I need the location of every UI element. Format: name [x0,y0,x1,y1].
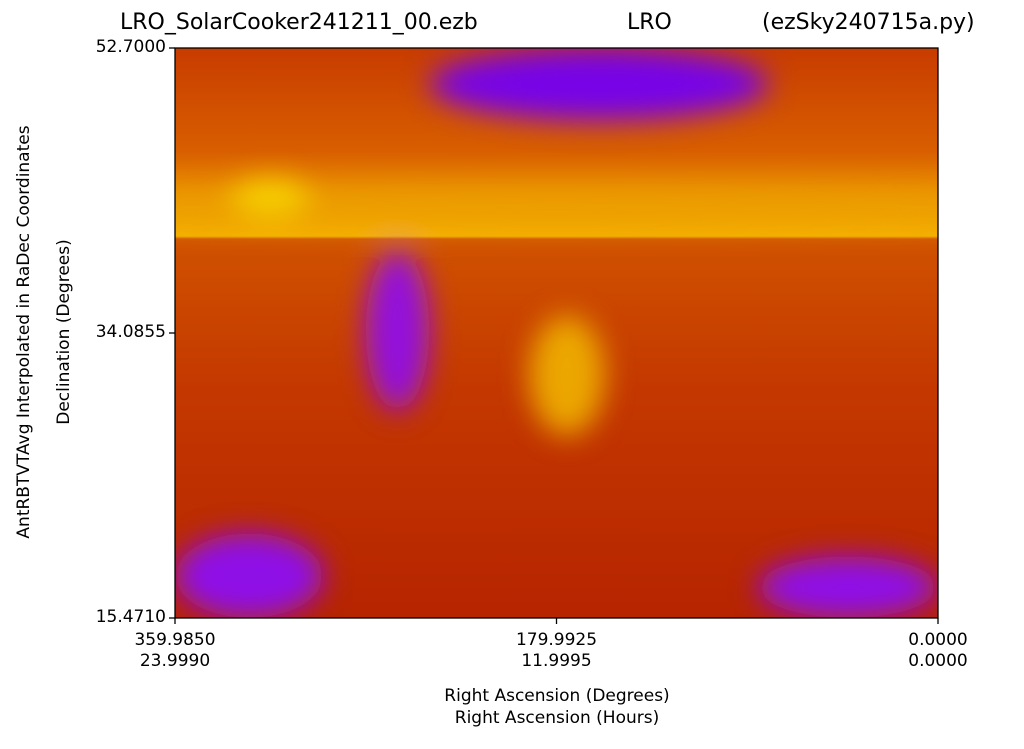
x-tick-label-2: 0.0000 0.0000 [908,630,967,671]
x-tick-label-0: 359.9850 23.9990 [134,630,215,671]
cold-region-4 [175,533,324,618]
x-axis-label-hours: Right Ascension (Hours) [454,708,660,728]
y-ticks [169,47,175,619]
cold-streak-6 [365,250,430,411]
x-tick-degrees-2: 0.0000 [908,630,968,650]
y-axis-label-line2: Declination (Degrees) [54,239,74,425]
chart-title-program: (ezSky240715a.py) [762,10,975,35]
x-ticks [174,618,939,624]
chart-title-file: LRO_SolarCooker241211_00.ezb [120,10,478,35]
hot-spot-2 [529,315,606,436]
x-tick-label-1: 179.9925 11.9995 [516,630,597,671]
cold-region-3 [429,48,769,120]
y-tick-label-0: 15.4710 [95,607,166,627]
heatmap-features [175,48,938,618]
hot-band-0 [175,188,938,228]
x-tick-degrees-0: 359.9850 [134,630,216,650]
y-tick-label-1: 34.0855 [95,322,166,342]
chart-title-site: LRO [627,10,672,35]
x-tick-hours-0: 23.9990 [139,650,211,671]
y-tick-label-2: 52.7000 [95,37,166,57]
x-tick-hours-1: 11.9995 [521,650,592,671]
x-axis-label-degrees: Right Ascension (Degrees) [444,686,670,706]
x-tick-hours-2: 0.0000 [908,650,968,671]
heatmap-area [175,48,938,618]
x-tick-degrees-1: 179.9925 [515,630,598,650]
hot-spot-1 [232,178,309,215]
y-axis-label-line1: AntRBTVTAvg Interpolated in RaDec Coordi… [14,125,34,539]
cold-region-5 [757,556,938,618]
